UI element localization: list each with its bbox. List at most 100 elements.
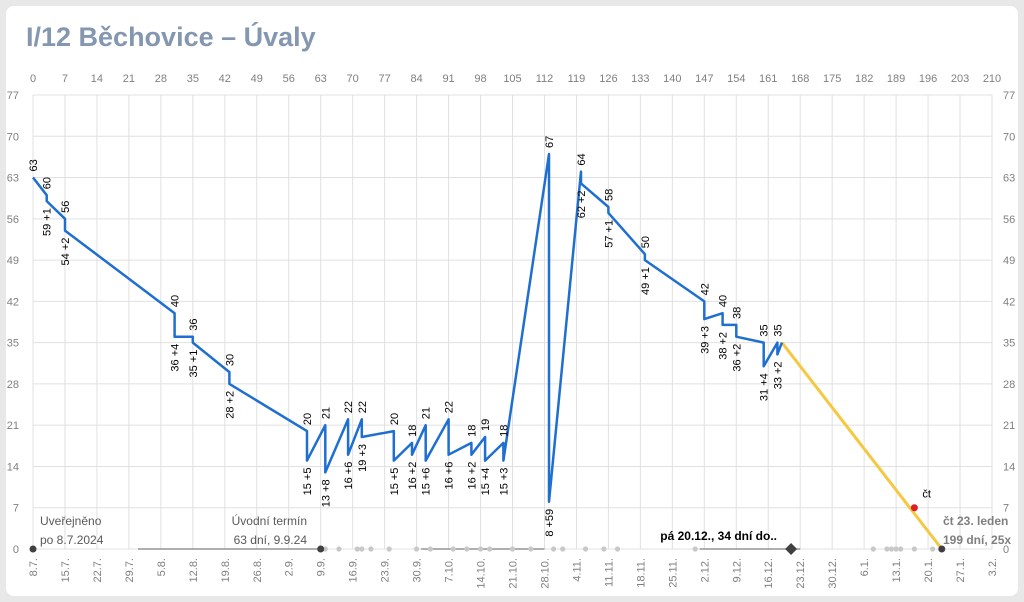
x-bottom-tick: 12.8. (188, 558, 200, 582)
peak-label: 20 (302, 413, 314, 425)
x-bottom-tick: 26.8. (252, 558, 264, 582)
x-bottom-tick: 19.8. (220, 558, 232, 582)
x-top-tick: 147 (695, 73, 713, 85)
x-top-tick: 189 (887, 73, 905, 85)
timeline-dot (551, 546, 557, 552)
timeline-dot (322, 546, 328, 552)
x-bottom-tick: 28.10. (539, 558, 551, 589)
timeline-dot (464, 546, 470, 552)
y-tick-left: 70 (7, 131, 19, 143)
drop-label: 33 +2 (772, 361, 784, 389)
drop-label: 8 +59 (544, 509, 556, 537)
x-bottom-tick: 8.7. (28, 558, 40, 576)
y-tick-right: 35 (1003, 338, 1015, 350)
published-note-line1: Uveřejněno (40, 514, 102, 528)
remaining-days-line (32, 152, 784, 504)
drop-label: 28 +2 (224, 391, 236, 419)
y-tick-right: 63 (1003, 173, 1015, 185)
y-tick-right: 77 (1003, 90, 1015, 102)
drop-label: 54 +2 (60, 238, 72, 266)
timeline-dot (911, 546, 917, 552)
peak-label: 20 (389, 413, 401, 425)
y-tick-right: 42 (1003, 296, 1015, 308)
x-bottom-tick: 16.9. (348, 558, 360, 582)
y-tick-left: 35 (7, 338, 19, 350)
drop-label: 15 +6 (421, 468, 433, 496)
x-top-tick: 154 (727, 73, 745, 85)
timeline-dot (884, 546, 890, 552)
y-tick-left: 63 (7, 173, 19, 185)
peak-label: 21 (421, 407, 433, 419)
timeline-dot (893, 546, 899, 552)
x-top-tick: 14 (91, 73, 103, 85)
x-bottom-tick: 20.1. (923, 558, 935, 582)
x-top-tick: 168 (791, 73, 809, 85)
timeline-dot (354, 546, 360, 552)
x-top-tick: 63 (315, 73, 327, 85)
x-top-tick: 175 (823, 73, 841, 85)
y-tick-left: 42 (7, 296, 19, 308)
peak-label: 58 (603, 189, 615, 201)
y-tick-right: 28 (1003, 379, 1015, 391)
timeline-dot (336, 546, 342, 552)
y-tick-left: 56 (7, 214, 19, 226)
peak-label: 22 (357, 401, 369, 413)
drop-label: 15 +3 (498, 468, 510, 496)
peak-label: 60 (42, 177, 54, 189)
x-top-tick: 105 (503, 73, 521, 85)
drop-label: 57 +1 (603, 220, 615, 248)
drop-label: 15 +4 (480, 468, 492, 496)
timeline-dot (528, 546, 534, 552)
drop-label: 13 +8 (320, 479, 332, 507)
x-top-tick: 133 (631, 73, 649, 85)
end-note-line1: čt 23. leden (943, 514, 1008, 528)
x-top-tick: 119 (568, 73, 586, 85)
y-tick-left: 49 (7, 255, 19, 267)
grid (32, 94, 993, 550)
x-bottom-tick: 29.7. (124, 558, 136, 582)
y-tick-left: 77 (7, 90, 19, 102)
peak-label: 18 (407, 425, 419, 437)
drop-label: 15 +5 (389, 468, 401, 496)
y-tick-left: 14 (7, 461, 19, 473)
drop-label: 36 +4 (170, 344, 182, 372)
peak-label: 36 (188, 318, 200, 330)
drop-label: 16 +6 (343, 462, 355, 490)
x-bottom-tick: 4.11. (571, 558, 583, 582)
timeline (29, 543, 936, 555)
peak-label: 35 (772, 324, 784, 336)
drop-label: 15 +5 (302, 468, 314, 496)
x-top-tick: 196 (919, 73, 937, 85)
drop-label: 59 +1 (42, 208, 54, 236)
x-top-tick: 203 (951, 73, 969, 85)
x-top-tick: 182 (855, 73, 873, 85)
timeline-dot (870, 546, 876, 552)
peak-label: 50 (640, 236, 652, 248)
timeline-dot (509, 546, 516, 552)
x-top-tick: 70 (347, 73, 359, 85)
x-bottom-tick: 23.12. (795, 558, 807, 589)
peak-label: 63 (28, 159, 40, 171)
milestone-note: pá 20.12., 34 dní do.. (660, 529, 777, 543)
peak-label: 40 (170, 295, 182, 307)
x-bottom-tick: 2.9. (284, 558, 296, 576)
y-tick-left: 7 (13, 503, 19, 515)
x-top-tick: 21 (123, 73, 135, 85)
x-top-tick: 56 (283, 73, 295, 85)
x-bottom-tick: 9.9. (316, 558, 328, 576)
peak-label: 21 (320, 407, 332, 419)
x-bottom-tick: 7.10. (444, 558, 456, 582)
x-top-tick: 77 (379, 73, 391, 85)
peak-label: 64 (576, 153, 588, 165)
drop-label: 19 +3 (357, 444, 369, 472)
peak-label: 22 (444, 401, 456, 413)
peak-label: 40 (718, 295, 730, 307)
timeline-dot (930, 546, 936, 552)
y-tick-left: 28 (7, 379, 19, 391)
peak-label: 67 (544, 136, 556, 148)
y-tick-left: 21 (7, 420, 19, 432)
timeline-dot (560, 546, 566, 552)
start-note-line2: 63 dní, 9.9.24 (234, 533, 308, 547)
peak-label: 22 (343, 401, 355, 413)
